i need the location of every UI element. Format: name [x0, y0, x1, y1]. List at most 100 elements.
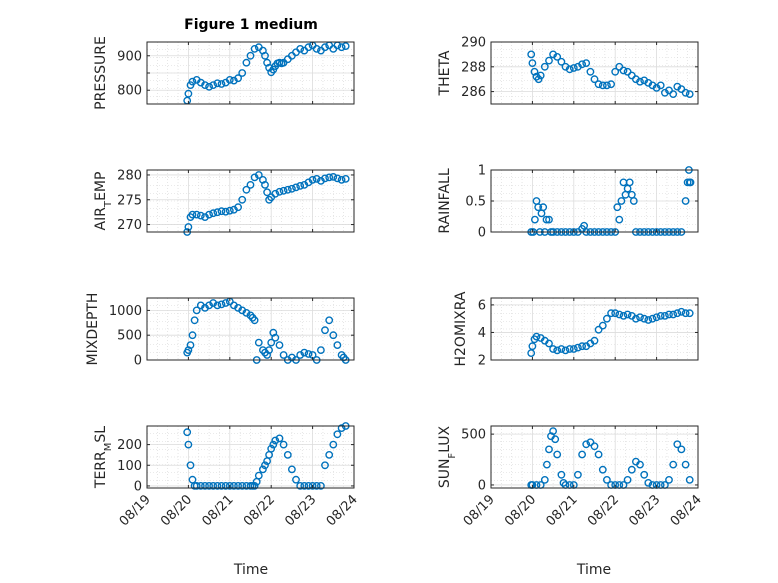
y-tick-label: 0 [478, 478, 486, 493]
data-point [217, 207, 226, 216]
data-point [636, 460, 644, 469]
data-point [681, 88, 690, 97]
series-markers [527, 427, 694, 489]
data-point [238, 69, 247, 77]
axes-frame [490, 425, 699, 489]
subplot-h2omixra: 2 4 6 H2OMIXRA [453, 291, 699, 369]
data-point [681, 460, 690, 469]
y-axis-label: H2OMIXRA [453, 291, 469, 366]
data-point [221, 207, 230, 216]
data-point [221, 299, 230, 307]
data-point [312, 45, 321, 53]
data-point [275, 187, 284, 196]
series-markers [527, 50, 694, 99]
y-tick-label: 0 [134, 479, 142, 494]
data-point [213, 481, 222, 490]
data-point [619, 66, 628, 75]
data-point [304, 43, 313, 52]
data-point [217, 80, 226, 88]
data-point [337, 424, 346, 432]
y-tick-label: 286 [461, 85, 486, 100]
data-point [603, 81, 611, 90]
y-tick-label: 800 [117, 84, 142, 99]
data-point [225, 481, 234, 490]
data-point [321, 174, 329, 183]
data-point [594, 80, 603, 89]
data-point [644, 478, 653, 487]
data-point [607, 80, 615, 89]
data-point [246, 51, 255, 60]
data-point [669, 460, 678, 469]
data-point [329, 331, 338, 340]
data-point [304, 350, 313, 358]
data-point [300, 348, 309, 357]
data-point [287, 465, 296, 474]
y-tick-label: 4 [478, 326, 486, 341]
data-point [611, 309, 620, 318]
data-point [553, 450, 562, 459]
data-point [192, 481, 201, 490]
axes-frame [146, 169, 355, 233]
data-point [192, 210, 201, 219]
data-point [578, 60, 586, 69]
data-point [540, 475, 549, 484]
data-point [271, 189, 280, 198]
data-point [261, 180, 269, 189]
data-point [539, 203, 548, 212]
data-point [625, 178, 634, 187]
y-tick-label: 280 [117, 168, 142, 183]
data-point [183, 428, 192, 437]
data-point [186, 461, 195, 470]
data-point [250, 45, 259, 53]
data-point [557, 470, 566, 479]
data-point [283, 185, 292, 194]
data-point [267, 338, 276, 347]
subplot-theta: 286 288 290 THETA [437, 36, 699, 105]
data-point [188, 331, 197, 340]
data-point [553, 53, 562, 61]
data-point [677, 307, 686, 316]
data-point [545, 56, 553, 65]
x-axis-label-right: Time [576, 562, 611, 578]
data-point [611, 67, 620, 76]
data-point [188, 210, 197, 219]
data-point [590, 336, 599, 345]
data-point [565, 345, 574, 353]
data-point [263, 351, 271, 359]
data-point [321, 461, 329, 470]
data-point [528, 59, 537, 67]
data-point [196, 481, 205, 490]
data-point [279, 351, 288, 359]
data-point [304, 481, 313, 490]
y-axis-label: RAINFALL [437, 168, 453, 233]
data-point [254, 471, 263, 480]
data-point [186, 341, 195, 349]
data-point [234, 74, 243, 83]
data-point [341, 174, 350, 183]
data-point [279, 186, 288, 195]
data-point [665, 310, 673, 319]
y-tick-label: 0 [478, 226, 486, 241]
data-point [238, 195, 247, 204]
data-point [636, 77, 644, 86]
y-tick-label: 2 [478, 354, 486, 369]
data-point [578, 450, 586, 459]
data-point [242, 58, 251, 67]
data-point [528, 342, 537, 351]
subplot-rainfall: 0 0.5 1 RAINFALL [437, 164, 699, 241]
data-point [341, 42, 350, 50]
data-point [225, 206, 234, 215]
data-point [551, 435, 560, 444]
data-point [205, 82, 214, 91]
data-point [617, 197, 626, 205]
data-point [329, 172, 338, 181]
data-point [209, 481, 218, 490]
data-point [644, 316, 653, 324]
data-point [594, 450, 603, 459]
data-point [669, 90, 678, 99]
axes-frame [146, 425, 355, 489]
data-point [656, 81, 665, 90]
data-point [234, 481, 243, 490]
data-point [205, 481, 214, 490]
data-point [271, 436, 280, 445]
